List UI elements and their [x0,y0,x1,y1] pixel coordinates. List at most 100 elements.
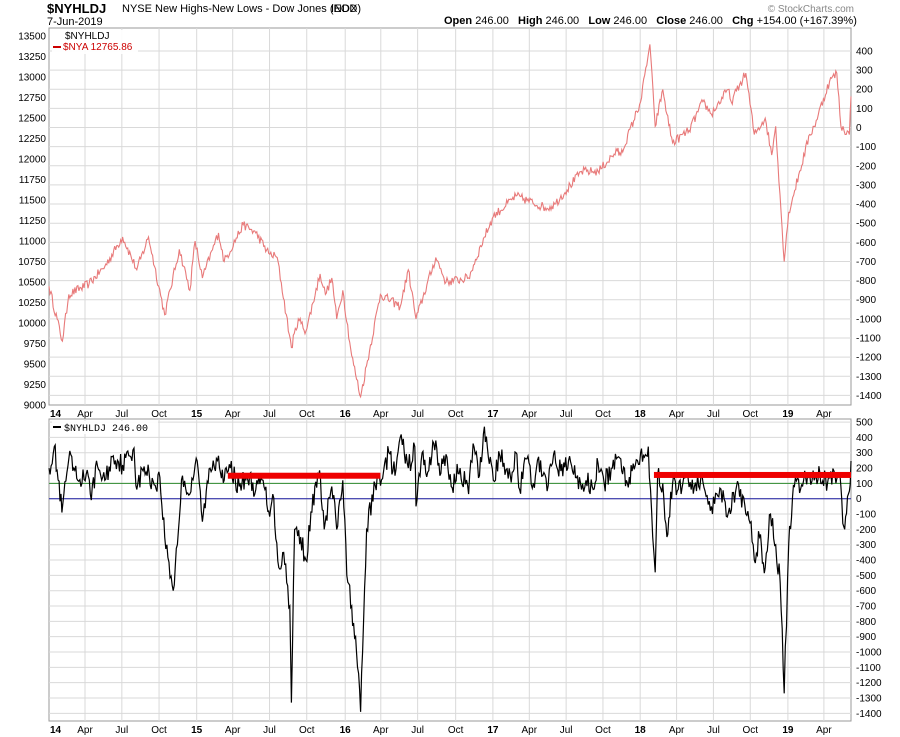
x-axis-tick-label: Oct [448,725,464,736]
x-axis-tick-label: Oct [299,409,315,420]
right-axis-tick-label: -700 [856,602,876,613]
plot-area [48,418,852,722]
left-axis-tick-label: 10750 [18,257,46,268]
right-axis-tick-label: -600 [856,586,876,597]
resistance-bar-1 [227,472,381,479]
right-axis-tick-label: -400 [856,556,876,567]
x-axis-tick-label: Jul [115,725,128,736]
close-value: 246.00 [689,15,723,27]
right-axis-tick-label: -100 [856,510,876,521]
x-axis-tick-label: 18 [635,409,647,420]
x-axis-tick-label: Jul [707,725,720,736]
right-axis-tick-label: -1100 [856,663,881,674]
x-axis-tick-label: 14 [50,725,62,736]
legend-box [52,30,138,54]
right-axis-tick-label: 100 [856,104,873,115]
right-axis-tick-label: -700 [856,257,876,268]
right-axis-tick-label: 300 [856,66,873,77]
x-axis-tick-label: Oct [151,409,167,420]
low-value: 246.00 [613,15,648,27]
watermark: © StockCharts.com [767,4,854,15]
right-axis-tick-label: -1200 [856,678,882,689]
right-axis-tick-label: -800 [856,276,876,287]
x-axis-tick-label: 14 [50,409,62,420]
right-axis-tick-label: -100 [856,142,876,153]
symbol-description: NYSE New Highs-New Lows - Dow Jones (EOD… [122,3,362,15]
left-axis-tick-label: 13000 [18,73,46,84]
left-axis-tick-label: 11250 [19,216,47,227]
x-axis-tick-label: Apr [373,725,389,736]
x-axis-tick-label: Jul [560,725,573,736]
exchange-label: INDX [331,3,358,15]
legend-nyhldj-value: $NYHLDJ 246.00 [64,423,148,435]
quote-bar: Open 246.00 High 246.00 Low 246.00 Close… [444,15,857,27]
left-axis-tick-label: 11000 [19,237,47,248]
right-axis-tick-label: -800 [856,617,876,628]
x-axis-tick-label: Jul [707,409,720,420]
x-axis-tick-label: Apr [816,409,832,420]
x-axis-tick-label: Apr [225,409,241,420]
upper-price-panel: -1400-1300-1200-1100-1000-900-800-700-60… [18,27,882,420]
x-axis-tick-label: 18 [635,725,647,736]
plot-area [48,27,852,406]
right-axis-tick-label: -200 [856,525,876,536]
right-axis-tick-label: -300 [856,180,876,191]
open-value: 246.00 [475,15,509,27]
right-axis-tick-label: -500 [856,571,876,582]
left-axis-tick-label: 13500 [18,32,46,43]
x-axis-tick-label: Apr [77,409,93,420]
x-axis-tick-label: 15 [191,725,203,736]
right-axis-tick-label: -1100 [856,334,881,345]
symbol-title: $NYHLDJ [47,1,107,16]
right-axis-tick-label: 400 [856,46,873,57]
left-axis-tick-label: 10000 [18,319,46,330]
right-axis-tick-label: -900 [856,295,876,306]
resistance-bar-2 [653,471,851,478]
left-axis-tick-label: 9500 [24,360,47,371]
x-axis-tick-label: 17 [487,725,499,736]
right-axis-tick-label: 0 [856,494,862,505]
right-axis-tick-label: 500 [856,418,873,429]
x-axis-tick-label: Jul [115,409,128,420]
right-axis-tick-label: 400 [856,433,873,444]
right-axis-tick-label: 0 [856,123,862,134]
left-axis-tick-label: 10250 [18,298,46,309]
low-label: Low [588,15,611,27]
left-axis-tick-label: 12250 [18,134,46,145]
nyhldj-line [48,426,852,712]
x-axis-tick-label: Jul [411,725,424,736]
right-axis-tick-label: -1400 [856,391,882,402]
x-axis-tick-label: 16 [340,725,352,736]
right-axis-tick-label: -1000 [856,648,882,659]
right-axis-tick-label: -400 [856,200,876,211]
legend-nya: $NYA 12765.86 [63,42,133,53]
x-axis-tick-label: 15 [191,409,203,420]
x-axis-tick-label: Oct [742,409,758,420]
right-axis-tick-label: -500 [856,219,876,230]
right-axis-tick-label: 200 [856,464,873,475]
x-axis-tick-label: Oct [299,725,315,736]
x-axis-tick-label: Apr [373,409,389,420]
x-axis-tick-label: 17 [487,409,499,420]
x-axis-tick-label: Oct [595,725,611,736]
x-axis-tick-label: Apr [77,725,93,736]
left-axis-tick-label: 10500 [18,278,46,289]
chg-value: +154.00 (+167.39%) [756,15,857,27]
right-axis-tick-label: 100 [856,479,873,490]
x-axis-tick-label: Apr [816,725,832,736]
legend-nyhldj: $NYHLDJ [65,31,109,42]
open-label: Open [444,15,473,27]
x-axis-tick-label: Oct [448,409,464,420]
x-axis-tick-label: Jul [560,409,573,420]
x-axis-tick-label: Jul [263,409,276,420]
left-axis-tick-label: 12500 [18,114,46,125]
legend-box [52,421,158,434]
right-axis-tick-label: -300 [856,540,876,551]
high-label: High [518,15,543,27]
nya-price-line [48,44,852,399]
right-axis-tick-label: -600 [856,238,876,249]
left-axis-tick-label: 9250 [24,380,47,391]
x-axis-tick-label: Oct [595,409,611,420]
x-axis-tick-label: Apr [522,725,538,736]
